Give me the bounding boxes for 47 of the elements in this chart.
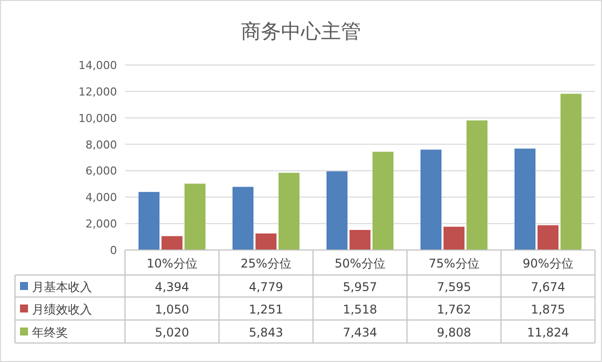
table-cell: 7,595 <box>436 280 472 294</box>
bar <box>350 230 370 250</box>
bar <box>232 186 254 250</box>
y-tick-label: 6,000 <box>86 164 117 178</box>
table-cell: 5,957 <box>342 280 378 294</box>
bar <box>256 233 276 250</box>
x-tick-label: 75%分位 <box>428 256 480 270</box>
x-tick-label: 25%分位 <box>240 256 292 270</box>
bar <box>420 150 442 250</box>
y-tick-label: 12,000 <box>78 85 117 98</box>
bar <box>444 226 464 250</box>
table-cell: 7,434 <box>342 326 378 340</box>
legend-label: 月绩效收入 <box>32 302 92 316</box>
table-cell: 4,394 <box>154 280 190 294</box>
y-tick-label: 14,000 <box>78 59 117 72</box>
bar <box>538 225 558 250</box>
table-cell: 5,843 <box>248 326 284 340</box>
bar <box>278 172 300 250</box>
bar <box>326 171 348 250</box>
bar <box>372 152 394 250</box>
table-cell: 5,020 <box>154 326 190 340</box>
y-tick-label: 2,000 <box>86 218 117 231</box>
legend-label: 年终奖 <box>32 326 68 340</box>
table-cell: 1,050 <box>154 302 190 316</box>
bar <box>138 192 160 250</box>
table-cell: 1,518 <box>342 302 378 316</box>
x-tick-label: 50%分位 <box>334 256 386 270</box>
table-cell: 1,762 <box>436 302 472 316</box>
x-tick-label: 90%分位 <box>522 256 574 270</box>
y-tick-label: 0 <box>110 244 117 257</box>
bar <box>514 148 536 250</box>
legend-label: 月基本收入 <box>32 280 92 294</box>
bar <box>560 94 582 250</box>
bar <box>162 236 182 250</box>
bar <box>184 184 206 250</box>
y-tick-label: 4,000 <box>86 191 117 204</box>
y-tick-label: 8,000 <box>86 138 117 152</box>
table-cell: 4,779 <box>248 280 284 294</box>
table-cell: 1,875 <box>530 302 566 316</box>
y-tick-label: 10,000 <box>78 112 117 125</box>
chart-title: 商务中心主管 <box>241 19 361 43</box>
x-tick-label: 10%分位 <box>146 256 198 270</box>
table-cell: 11,824 <box>527 326 569 340</box>
table-cell: 7,674 <box>530 280 566 294</box>
table-cell: 9,808 <box>436 326 472 340</box>
bar <box>466 120 488 250</box>
table-cell: 1,251 <box>248 302 284 316</box>
